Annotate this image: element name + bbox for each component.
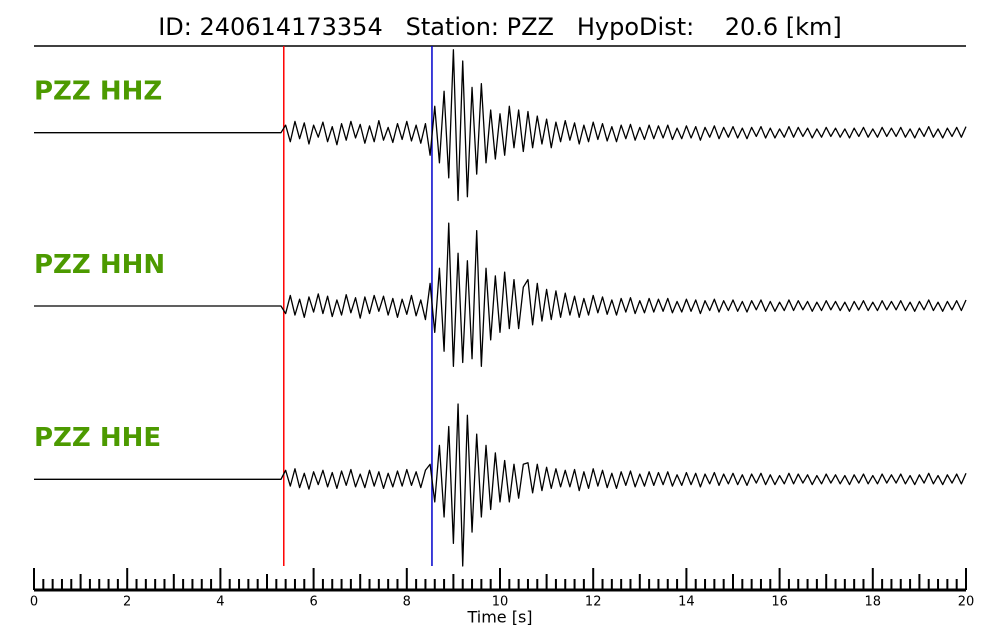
x-tick-label: 12: [585, 595, 602, 610]
waveform: [34, 49, 967, 202]
x-tick-label: 2: [123, 595, 131, 610]
x-tick-label: 10: [492, 595, 509, 610]
waveform: [34, 222, 967, 367]
x-tick-label: 0: [30, 595, 38, 610]
trace-label: PZZ HHE: [34, 423, 161, 453]
x-tick-label: 18: [865, 595, 882, 610]
x-tick-label: 8: [403, 595, 411, 610]
x-axis-label: Time [s]: [466, 608, 532, 627]
x-tick-label: 6: [309, 595, 317, 610]
x-tick-label: 14: [678, 595, 695, 610]
chart-title: ID: 240614173354 Station: PZZ HypoDist: …: [158, 13, 842, 41]
x-tick-label: 16: [771, 595, 788, 610]
x-tick-label: 4: [216, 595, 224, 610]
trace-label: PZZ HHZ: [34, 77, 162, 107]
trace-label: PZZ HHN: [34, 250, 165, 280]
x-tick-label: 20: [958, 595, 975, 610]
waveform: [34, 403, 967, 567]
